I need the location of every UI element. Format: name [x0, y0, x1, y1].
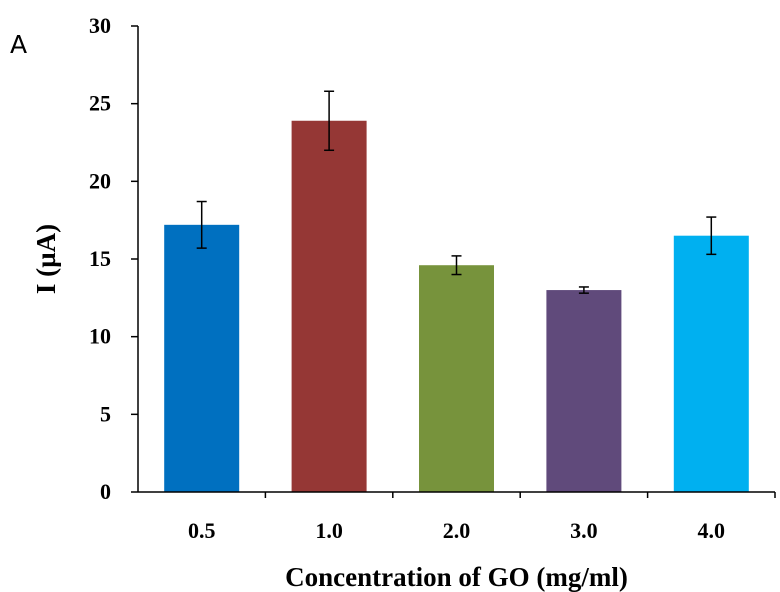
x-tick-label: 0.5: [188, 518, 216, 543]
y-axis-title: I (µA): [31, 224, 61, 294]
error-bar-4.0: [706, 216, 717, 256]
error-bar-2.0: [451, 255, 462, 276]
bar-0.5: [164, 224, 240, 492]
y-ticks: 0 5 10 15 20 25 30: [89, 13, 138, 504]
y-tick-label: 0: [100, 479, 111, 504]
x-tick-label: 3.0: [570, 518, 598, 543]
error-bars-layer: [196, 90, 717, 294]
bar-2.0: [419, 265, 494, 492]
y-tick-label: 10: [89, 324, 111, 349]
panel-label: A: [10, 30, 28, 59]
bar-3.0: [546, 290, 622, 492]
x-tick-label: 1.0: [315, 518, 343, 543]
x-axis-title: Concentration of GO (mg/ml): [285, 562, 628, 592]
error-bar-0.5: [196, 200, 207, 249]
y-tick-label: 25: [89, 91, 111, 116]
error-bar-1.0: [324, 90, 335, 152]
y-tick-label: 30: [89, 13, 111, 38]
bars-layer: [164, 120, 749, 493]
x-tick-label: 2.0: [443, 518, 471, 543]
y-tick-label: 20: [89, 168, 111, 193]
y-tick-label: 15: [89, 246, 111, 271]
x-ticks: 0.5 1.0 2.0 3.0 4.0: [188, 492, 776, 543]
bar-4.0: [673, 235, 749, 492]
y-tick-label: 5: [100, 401, 111, 426]
x-tick-label: 4.0: [698, 518, 726, 543]
error-bar-3.0: [578, 286, 589, 294]
bar-1.0: [291, 120, 367, 493]
